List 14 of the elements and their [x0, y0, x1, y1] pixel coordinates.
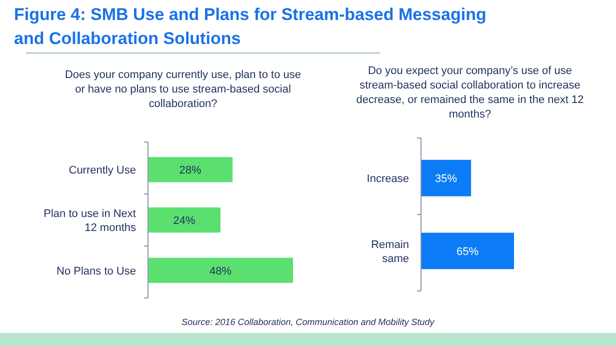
source-note: Source: 2016 Collaboration, Communication and Mobility Study	[182, 317, 435, 327]
data-label: 65%	[456, 246, 479, 258]
data-label: 35%	[435, 173, 458, 186]
chart-title: Do you expect your company’s use of use stream-based social collaboration to increase decrease, or remained the same in the next 12 months?	[356, 65, 584, 120]
y-tick-label: Increase	[366, 173, 409, 186]
y-tick-label: Currently Use	[68, 164, 136, 177]
data-label: 24%	[173, 215, 196, 227]
y-tick-label: No Plans to Use	[56, 265, 136, 278]
y-tick-label: Plan to use in Next 12 months	[44, 208, 136, 234]
chart-title: Figure 4: SMB Use and Plans for Stream-based Messaging and Collaboration Solutions	[14, 5, 486, 48]
data-label: 48%	[209, 265, 232, 278]
data-label: 28%	[179, 164, 202, 177]
chart-subtitle: Does your company currently use, plan to to use or have no plans to use stream-based social collaboration?	[64, 69, 302, 110]
y-tick-label: Remain same	[371, 238, 409, 265]
